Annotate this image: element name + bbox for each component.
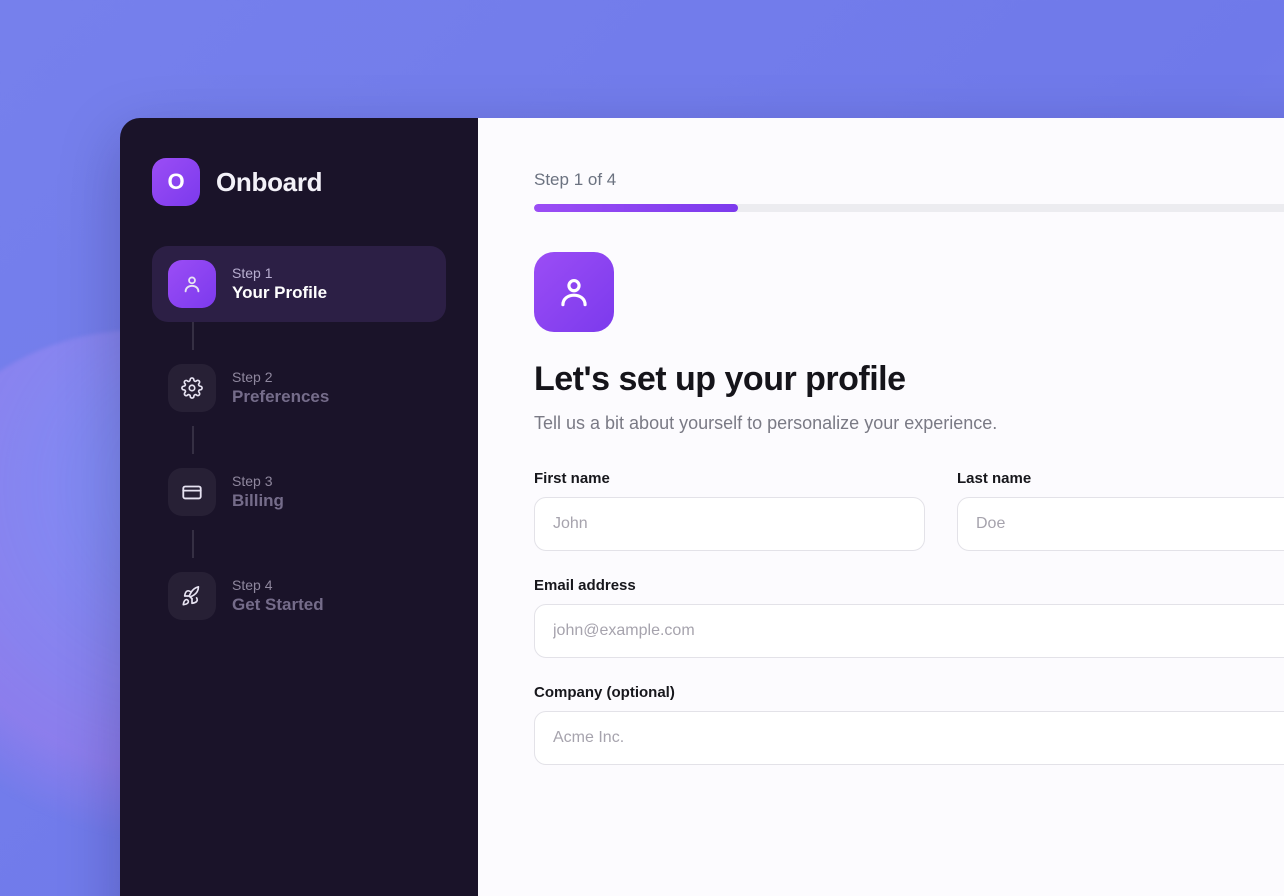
onboarding-window: O Onboard Step 1 Your Profile xyxy=(120,118,1284,896)
credit-card-icon xyxy=(168,468,216,516)
sidebar-step-3[interactable]: Step 3 Billing xyxy=(152,454,446,530)
progress-step-label: Step 1 of 4 xyxy=(534,170,616,190)
sidebar-step-1[interactable]: Step 1 Your Profile xyxy=(152,246,446,322)
company-label: Company (optional) xyxy=(534,684,1284,701)
page-title: Let's set up your profile xyxy=(534,360,1284,399)
sidebar-step-4[interactable]: Step 4 Get Started xyxy=(152,558,446,634)
first-name-input[interactable] xyxy=(534,497,925,551)
field-group-first-name: First name xyxy=(534,470,925,551)
gear-icon xyxy=(168,364,216,412)
step-4-label: Step 4 xyxy=(232,577,324,593)
rocket-icon xyxy=(168,572,216,620)
step-connector-2 xyxy=(192,426,194,454)
step-3-label: Step 3 xyxy=(232,473,284,489)
app-title: Onboard xyxy=(216,167,322,198)
field-group-company: Company (optional) xyxy=(534,684,1284,765)
field-group-email: Email address xyxy=(534,577,1284,658)
step-connector-3 xyxy=(192,530,194,558)
email-input[interactable] xyxy=(534,604,1284,658)
main-content-panel: Step 1 of 4 25% Let's set up your profil… xyxy=(478,118,1284,896)
profile-form: First name Last name Email address Compa… xyxy=(534,470,1284,791)
progress-bar-fill xyxy=(534,204,738,212)
progress-bar-track xyxy=(534,204,1284,212)
company-input[interactable] xyxy=(534,711,1284,765)
brand-row: O Onboard xyxy=(152,158,446,206)
step-1-label: Step 1 xyxy=(232,265,327,281)
sidebar: O Onboard Step 1 Your Profile xyxy=(120,118,478,896)
field-group-last-name: Last name xyxy=(957,470,1284,551)
sidebar-step-2[interactable]: Step 2 Preferences xyxy=(152,350,446,426)
step-2-name: Preferences xyxy=(232,387,329,407)
step-3-name: Billing xyxy=(232,491,284,511)
progress-row: Step 1 of 4 25% xyxy=(534,170,1284,190)
page-subtitle: Tell us a bit about yourself to personal… xyxy=(534,413,1284,434)
profile-hero-icon xyxy=(534,252,614,332)
email-label: Email address xyxy=(534,577,1284,594)
step-2-label: Step 2 xyxy=(232,369,329,385)
step-connector-1 xyxy=(192,322,194,350)
last-name-input[interactable] xyxy=(957,497,1284,551)
step-1-name: Your Profile xyxy=(232,283,327,303)
user-icon xyxy=(168,260,216,308)
onboarding-steps-list: Step 1 Your Profile Step 2 Preferences xyxy=(152,246,446,634)
app-logo-icon: O xyxy=(152,158,200,206)
last-name-label: Last name xyxy=(957,470,1284,487)
first-name-label: First name xyxy=(534,470,925,487)
step-4-name: Get Started xyxy=(232,595,324,615)
